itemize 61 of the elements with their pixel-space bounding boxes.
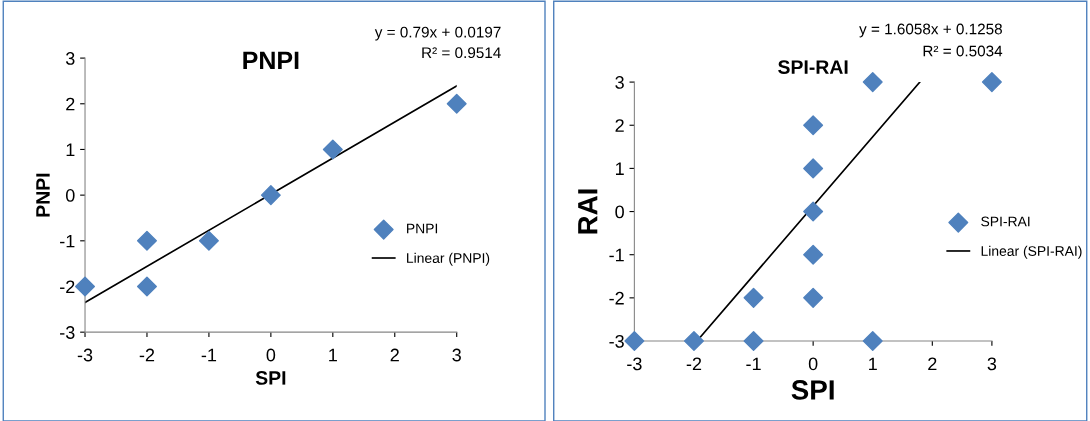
y-tick-label: 3: [615, 76, 624, 89]
point: [136, 230, 157, 251]
point: [862, 72, 883, 93]
legend-label: Linear (SPI-RAI): [981, 245, 1082, 259]
point: [803, 115, 824, 136]
point: [803, 287, 824, 308]
point: [260, 185, 281, 206]
x-tick-label: -1: [746, 357, 761, 371]
text: R² = 0.5034: [923, 45, 1003, 57]
x-tick-label: 2: [928, 357, 937, 371]
y-tick-label: -1: [60, 234, 75, 248]
text: y = 0.79x + 0.0197: [374, 26, 501, 41]
x-tick-label: 1: [869, 357, 877, 371]
point: [683, 330, 704, 352]
x-tick-label: 2: [390, 348, 399, 362]
y-tick-label: 0: [615, 205, 624, 219]
y-tick-label: 2: [615, 119, 624, 132]
chart-title: SPI-RAI: [778, 60, 848, 74]
x-tick-label: -3: [77, 348, 93, 362]
legend-label: SPI-RAI: [981, 216, 1030, 227]
x-tick-label: 3: [987, 357, 997, 371]
y-axis-title: RAI: [578, 189, 598, 234]
x-tick-label: 3: [452, 348, 461, 362]
chart-title: PNPI: [243, 51, 299, 69]
x-tick-label: 0: [808, 357, 818, 371]
x-tick-label: 1: [329, 348, 337, 362]
x-tick-label: 0: [266, 348, 276, 362]
text: R² = 0.9514: [422, 47, 501, 59]
x-axis-title: SPI: [791, 380, 834, 400]
point: [803, 244, 824, 265]
y-tick-label: -1: [609, 248, 624, 262]
y-axis-title: PNPI: [36, 173, 50, 217]
y-tick-label: 1: [615, 162, 624, 175]
x-axis-title: SPI: [255, 371, 286, 385]
text: y = 1.6058x + 0.1258: [859, 23, 1002, 38]
y-tick-label: 2: [66, 97, 75, 111]
x-tick-label: -2: [139, 348, 155, 362]
y-tick-label: 1: [66, 143, 75, 156]
point: [198, 230, 219, 251]
point: [803, 201, 824, 222]
y-tick-label: 0: [65, 189, 75, 202]
legend-label: Linear (PNPI): [407, 252, 490, 266]
point: [446, 93, 467, 114]
point: [624, 330, 645, 352]
point: [803, 158, 824, 179]
y-tick-label: -2: [60, 280, 75, 294]
y-tick-label: -3: [609, 334, 624, 348]
point: [75, 276, 96, 297]
y-tick-label: 3: [65, 52, 75, 65]
point: [322, 139, 343, 160]
point: [136, 276, 157, 297]
x-tick-label: -3: [627, 357, 642, 371]
point: [981, 72, 1002, 93]
point: [743, 330, 764, 352]
point: [862, 330, 883, 352]
x-tick-label: -1: [201, 348, 217, 362]
y-tick-label: -3: [60, 326, 75, 339]
x-tick-label: -2: [686, 357, 702, 371]
point: [743, 287, 764, 308]
legend-label: PNPI: [407, 223, 438, 234]
y-tick-label: -2: [609, 291, 624, 305]
